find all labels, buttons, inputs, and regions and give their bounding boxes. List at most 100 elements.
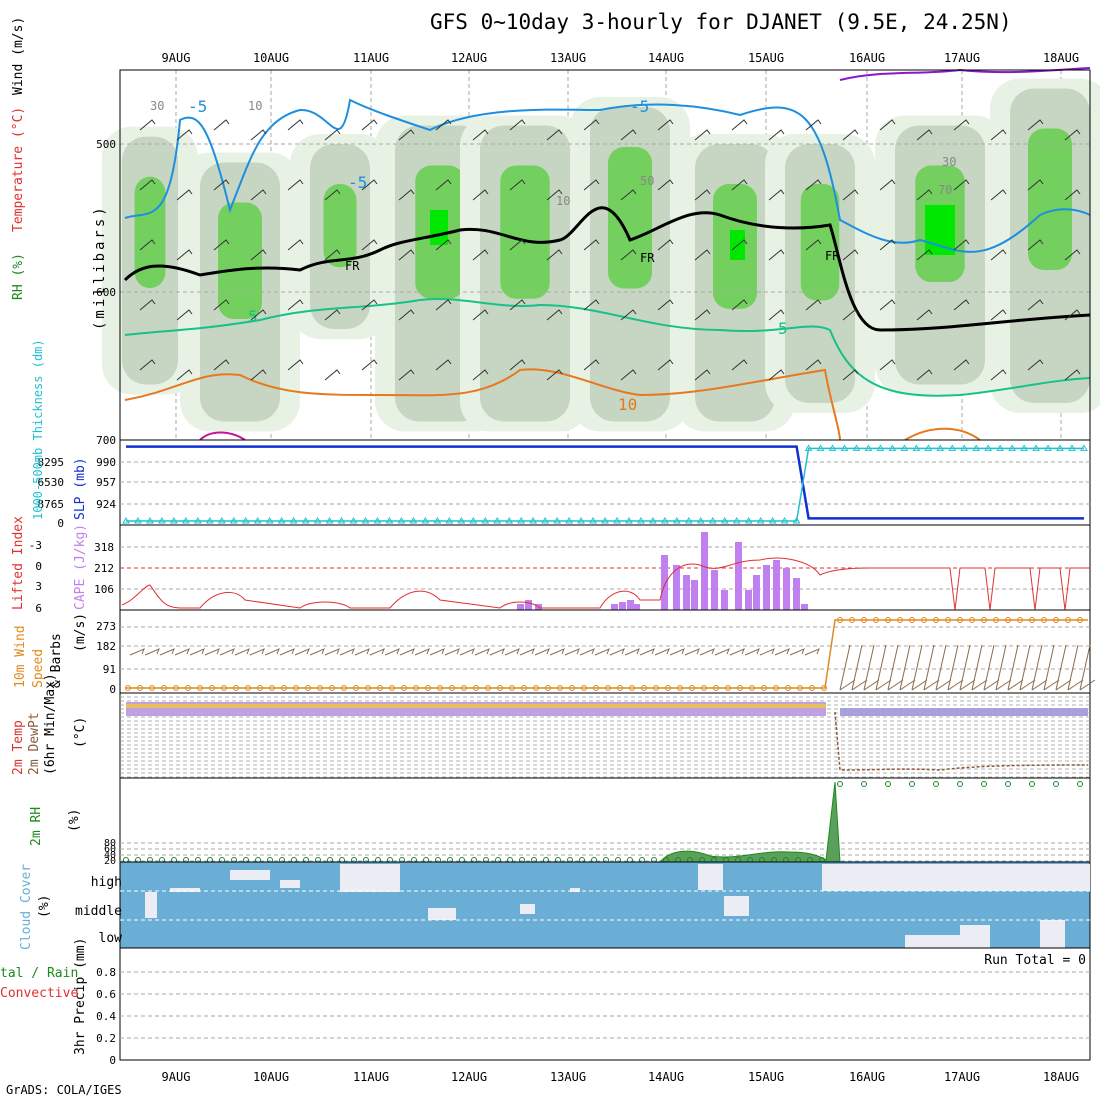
- wind-speed-marker: [221, 685, 227, 691]
- wind-barb: [768, 309, 785, 321]
- wind-barb-10m: [1031, 644, 1048, 691]
- wind-barb-10m: [983, 644, 1000, 691]
- wind-barb-10m: [935, 644, 952, 691]
- wind-barb-10m: [264, 648, 280, 656]
- wind-barb: [1064, 369, 1081, 381]
- wind-speed-marker: [473, 685, 479, 691]
- cloud-gap: [724, 896, 749, 916]
- wind-barb-10m: [534, 648, 550, 656]
- wind-barb-10m: [189, 648, 205, 656]
- wind-barb: [213, 119, 230, 131]
- wind-barb: [287, 119, 304, 131]
- wind-barb: [435, 359, 452, 371]
- wind-barb: [879, 119, 896, 131]
- thickness-marker: [193, 517, 202, 524]
- wind-barb: [694, 309, 711, 321]
- wind-barb: [435, 239, 452, 251]
- wind-barb: [842, 369, 859, 381]
- wind-speed-marker: [773, 685, 779, 691]
- thickness-marker: [122, 517, 130, 524]
- thickness-marker: [265, 517, 274, 524]
- slp-tick-label: 990: [96, 456, 116, 469]
- wind-barb: [805, 119, 822, 131]
- wind-barb: [472, 129, 489, 141]
- wind-speed-marker: [873, 617, 879, 623]
- wind-speed-marker: [797, 685, 803, 691]
- cape-bar: [721, 590, 728, 610]
- thickness-marker: [684, 517, 693, 524]
- temp-contour-10: [124, 368, 841, 441]
- wind-speed-marker: [389, 685, 395, 691]
- date-label-bottom: 10AUG: [253, 1070, 289, 1084]
- upper-air-panel: 500 600 700 -5 -5 -5 5 5 10 FR FR FR 30 10 30 50 10 70: [96, 67, 1100, 447]
- date-label-bottom: 11AUG: [353, 1070, 389, 1084]
- wind-speed-marker: [1053, 617, 1059, 623]
- thickness-marker: [433, 517, 442, 524]
- wind-barb: [546, 189, 563, 201]
- wind-barb: [694, 369, 711, 381]
- temp2m-panel: [119, 692, 1091, 779]
- wind-barb: [398, 309, 415, 321]
- slp-tick-label: 957: [96, 476, 116, 489]
- wind-barb: [139, 359, 156, 371]
- wind-speed-marker: [149, 685, 155, 691]
- wind-barb: [916, 189, 933, 201]
- wind-speed-marker: [485, 685, 491, 691]
- wind-barb: [361, 299, 378, 311]
- wind-barb-10m: [804, 648, 820, 656]
- thickness-marker: [277, 517, 286, 524]
- wind-barb: [361, 119, 378, 131]
- wind-barb-10m: [1007, 644, 1024, 691]
- wind-barb: [879, 239, 896, 251]
- wind-barb-10m: [354, 648, 370, 656]
- wind-barb: [176, 369, 193, 381]
- slp-panel: 990 957 924 8295 6530 8765 0: [38, 439, 1091, 530]
- wind-barb: [139, 299, 156, 311]
- thickness-marker: [876, 444, 885, 451]
- wind-speed-marker: [785, 685, 791, 691]
- wind-barb: [953, 359, 970, 371]
- wind-barb-10m: [369, 648, 385, 656]
- wind-barb: [620, 309, 637, 321]
- wind-barb: [1064, 129, 1081, 141]
- cape-bar: [525, 600, 532, 610]
- wind-speed-marker: [581, 685, 587, 691]
- wind-speed-marker: [909, 617, 915, 623]
- wind-barb: [213, 359, 230, 371]
- wind-barb: [1027, 359, 1044, 371]
- date-label-top: 11AUG: [353, 51, 389, 65]
- wind-speed-marker: [293, 685, 299, 691]
- wind-barb: [1027, 299, 1044, 311]
- thickness-marker: [828, 444, 837, 451]
- slp-axis-labels-right: SLP (mb): [73, 457, 88, 520]
- thickness-marker: [1056, 444, 1064, 451]
- wind-speed-marker: [617, 685, 623, 691]
- wind-barb-10m: [959, 644, 976, 691]
- rh-shade-bright: [430, 210, 448, 245]
- rh-tick-label: 80: [104, 838, 116, 849]
- li-tick-label: -3: [29, 539, 42, 552]
- thickness-tick-label: 8295: [38, 456, 65, 469]
- wind-barb: [620, 249, 637, 261]
- wind-barb: [916, 129, 933, 141]
- contour-label: 10: [618, 395, 637, 414]
- wind-barb: [324, 249, 341, 261]
- date-label-bottom: 16AUG: [849, 1070, 885, 1084]
- wind-barb-10m: [324, 648, 340, 656]
- rh2m-axis-labels: 2m RH: [29, 807, 44, 846]
- cloud-level-label: low: [99, 931, 123, 946]
- cloud-gap: [905, 935, 965, 948]
- wind-barb: [953, 239, 970, 251]
- precip-tick-label: 0.2: [96, 1032, 116, 1045]
- wind-barb: [657, 119, 674, 131]
- thickness-tick-label: 8765: [38, 498, 65, 511]
- cloud-gap: [145, 892, 157, 918]
- wind-barb: [139, 239, 156, 251]
- wind-barb-10m: [444, 648, 460, 656]
- precip-tick-label: 0.4: [96, 1010, 116, 1023]
- wind-barb-10m: [1067, 644, 1084, 691]
- date-label-bottom: 17AUG: [944, 1070, 980, 1084]
- wind-barb-10m: [609, 648, 625, 656]
- wind-barb: [324, 309, 341, 321]
- cloud-gap: [340, 864, 400, 892]
